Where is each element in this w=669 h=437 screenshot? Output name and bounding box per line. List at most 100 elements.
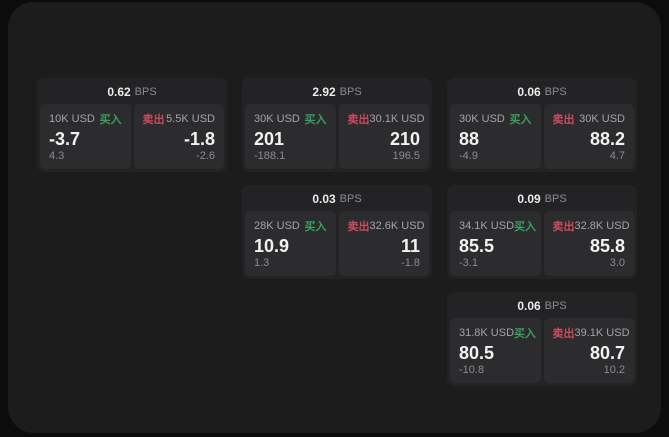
buy-price: -3.7 (49, 128, 81, 149)
sell-amount: 39.1K USD (574, 327, 630, 339)
card-body: 34.1K USD 买入 85.5 -3.1 卖出 32.8K USD 85.8… (447, 211, 637, 279)
buy-delta: -188.1 (254, 150, 286, 162)
card-header: 0.09 BPS (447, 185, 637, 211)
bps-unit-label: BPS (544, 86, 567, 98)
card-header: 0.62 BPS (37, 78, 227, 104)
app-window: 0.62 BPS 10K USD 买入 -3.7 4.3 卖出 5.5K USD… (8, 2, 661, 433)
buy-side-label: 买入 (99, 114, 122, 126)
sell-amount: 32.6K USD (369, 220, 425, 232)
buy-amount: 10K USD (49, 113, 95, 125)
buy-panel-header: 34.1K USD 买入 (459, 218, 536, 234)
buy-amount: 28K USD (254, 220, 300, 232)
buy-amount: 31.8K USD (459, 327, 515, 339)
buy-delta: -10.8 (459, 364, 485, 376)
sell-side-label: 卖出 (142, 114, 165, 126)
bps-value: 0.09 (517, 192, 541, 206)
card-header: 0.06 BPS (447, 78, 637, 104)
sell-side-label: 卖出 (552, 114, 575, 126)
bps-unit-label: BPS (339, 86, 362, 98)
buy-delta: -4.9 (459, 150, 478, 162)
bps-value: 0.06 (517, 85, 541, 99)
buy-panel-header: 31.8K USD 买入 (459, 325, 536, 341)
buy-panel[interactable]: 30K USD 买入 88 -4.9 (450, 104, 541, 169)
sell-panel[interactable]: 卖出 32.6K USD 11 -1.8 (338, 211, 429, 276)
quote-card: 0.62 BPS 10K USD 买入 -3.7 4.3 卖出 5.5K USD… (37, 78, 227, 172)
sell-price: -1.8 (183, 128, 215, 149)
buy-price: 85.5 (459, 235, 495, 256)
sell-panel[interactable]: 卖出 5.5K USD -1.8 -2.6 (133, 104, 224, 169)
quote-card: 2.92 BPS 30K USD 买入 201 -188.1 卖出 30.1K … (242, 78, 432, 172)
buy-price: 10.9 (254, 235, 290, 256)
sell-delta: 4.7 (609, 150, 625, 162)
sell-panel[interactable]: 卖出 32.8K USD 85.8 3.0 (543, 211, 634, 276)
sell-price: 210 (389, 128, 420, 149)
buy-delta: 4.3 (49, 150, 65, 162)
quotes-grid: 0.62 BPS 10K USD 买入 -3.7 4.3 卖出 5.5K USD… (37, 78, 637, 386)
buy-side-label: 买入 (514, 328, 537, 340)
sell-price: 11 (400, 235, 420, 256)
buy-delta: -3.1 (459, 257, 478, 269)
buy-delta: 1.3 (254, 257, 270, 269)
quote-card: 0.06 BPS 30K USD 买入 88 -4.9 卖出 30K USD 8… (447, 78, 637, 172)
sell-amount: 30.1K USD (369, 113, 425, 125)
buy-price: 88 (459, 128, 480, 149)
card-body: 31.8K USD 买入 80.5 -10.8 卖出 39.1K USD 80.… (447, 318, 637, 386)
card-body: 30K USD 买入 88 -4.9 卖出 30K USD 88.2 4.7 (447, 104, 637, 172)
sell-delta: 10.2 (603, 364, 625, 376)
sell-panel-header: 卖出 30K USD (553, 111, 626, 127)
sell-delta: -1.8 (401, 257, 420, 269)
sell-panel-header: 卖出 39.1K USD (552, 325, 630, 341)
quote-card: 0.06 BPS 31.8K USD 买入 80.5 -10.8 卖出 39.1… (447, 292, 637, 386)
sell-panel[interactable]: 卖出 30K USD 88.2 4.7 (543, 104, 634, 169)
quote-card: 0.09 BPS 34.1K USD 买入 85.5 -3.1 卖出 32.8K… (447, 185, 637, 279)
sell-amount: 5.5K USD (166, 113, 215, 125)
card-body: 28K USD 买入 10.9 1.3 卖出 32.6K USD 11 -1.8 (242, 211, 432, 279)
bps-unit-label: BPS (339, 193, 362, 205)
sell-panel-header: 卖出 32.8K USD (552, 218, 630, 234)
buy-panel-header: 30K USD 买入 (254, 111, 327, 127)
bps-value: 0.06 (517, 299, 541, 313)
quote-card: 0.03 BPS 28K USD 买入 10.9 1.3 卖出 32.6K US… (242, 185, 432, 279)
sell-panel-header: 卖出 5.5K USD (143, 111, 216, 127)
bps-unit-label: BPS (544, 300, 567, 312)
sell-delta: -2.6 (196, 150, 215, 162)
sell-panel-header: 卖出 32.6K USD (347, 218, 425, 234)
bps-value: 0.03 (312, 192, 336, 206)
bps-unit-label: BPS (544, 193, 567, 205)
buy-amount: 34.1K USD (459, 220, 515, 232)
sell-amount: 32.8K USD (574, 220, 630, 232)
buy-panel[interactable]: 34.1K USD 买入 85.5 -3.1 (450, 211, 541, 276)
buy-panel[interactable]: 28K USD 买入 10.9 1.3 (245, 211, 336, 276)
sell-price: 88.2 (589, 128, 625, 149)
buy-panel[interactable]: 31.8K USD 买入 80.5 -10.8 (450, 318, 541, 383)
sell-amount: 30K USD (579, 113, 625, 125)
buy-panel[interactable]: 10K USD 买入 -3.7 4.3 (40, 104, 131, 169)
buy-amount: 30K USD (459, 113, 505, 125)
card-body: 10K USD 买入 -3.7 4.3 卖出 5.5K USD -1.8 -2.… (37, 104, 227, 172)
buy-side-label: 买入 (514, 221, 537, 233)
card-header: 0.03 BPS (242, 185, 432, 211)
bps-unit-label: BPS (134, 86, 157, 98)
card-body: 30K USD 买入 201 -188.1 卖出 30.1K USD 210 1… (242, 104, 432, 172)
sell-delta: 196.5 (392, 150, 420, 162)
buy-panel-header: 30K USD 买入 (459, 111, 532, 127)
card-header: 2.92 BPS (242, 78, 432, 104)
sell-side-label: 卖出 (552, 328, 575, 340)
sell-side-label: 卖出 (552, 221, 575, 233)
bps-value: 2.92 (312, 85, 336, 99)
buy-price: 80.5 (459, 342, 495, 363)
sell-panel[interactable]: 卖出 39.1K USD 80.7 10.2 (543, 318, 634, 383)
buy-panel-header: 28K USD 买入 (254, 218, 327, 234)
bps-value: 0.62 (107, 85, 131, 99)
sell-side-label: 卖出 (347, 114, 370, 126)
sell-panel[interactable]: 卖出 30.1K USD 210 196.5 (338, 104, 429, 169)
sell-panel-header: 卖出 30.1K USD (347, 111, 425, 127)
buy-panel-header: 10K USD 买入 (49, 111, 122, 127)
buy-side-label: 买入 (509, 114, 532, 126)
buy-panel[interactable]: 30K USD 买入 201 -188.1 (245, 104, 336, 169)
sell-price: 85.8 (589, 235, 625, 256)
sell-side-label: 卖出 (347, 221, 370, 233)
buy-amount: 30K USD (254, 113, 300, 125)
sell-delta: 3.0 (609, 257, 625, 269)
card-header: 0.06 BPS (447, 292, 637, 318)
